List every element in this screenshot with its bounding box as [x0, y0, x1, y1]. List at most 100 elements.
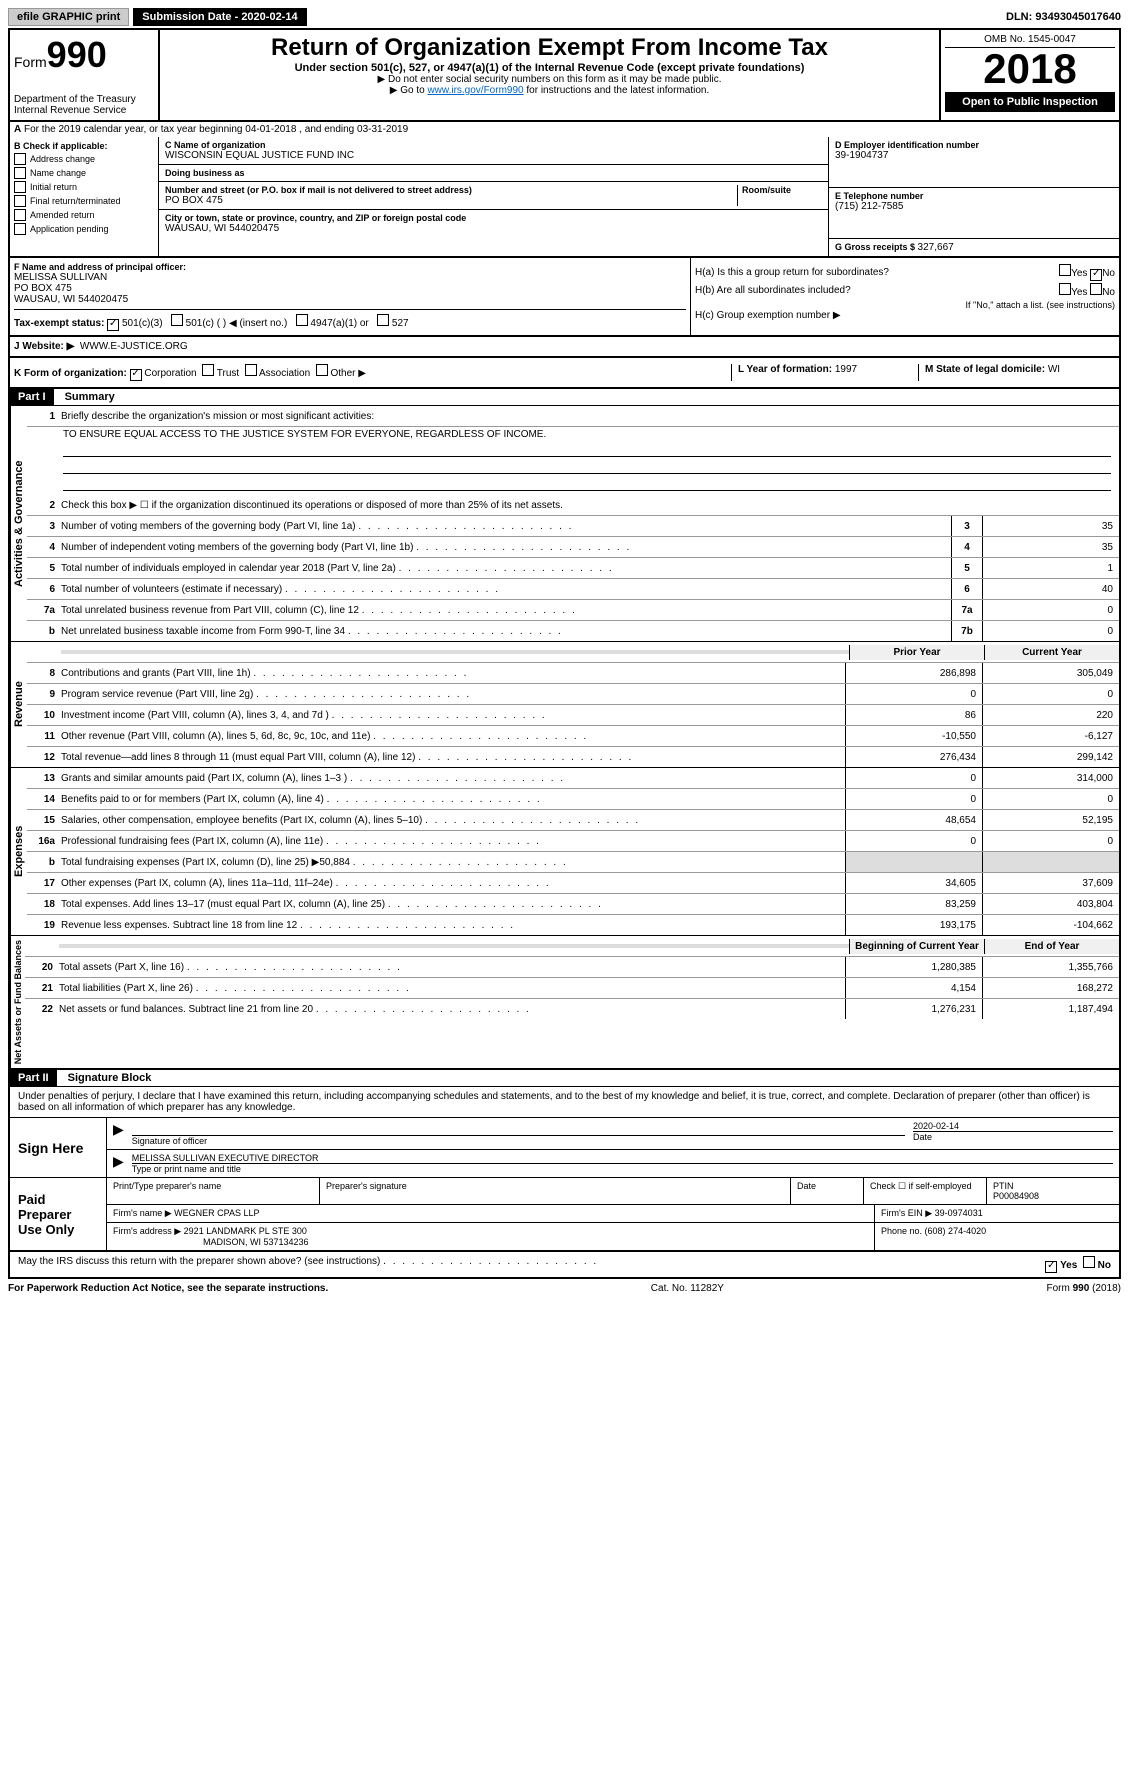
line-12-current: 299,142 [982, 747, 1119, 767]
instruction-2-pre: ▶ Go to [390, 85, 428, 96]
line-22-current: 1,187,494 [982, 999, 1119, 1019]
hb-yes-checkbox[interactable] [1059, 283, 1071, 295]
ha-yes-checkbox[interactable] [1059, 264, 1071, 276]
sig-disclaimer: Under penalties of perjury, I declare th… [10, 1087, 1119, 1118]
ha-no-checkbox[interactable] [1090, 269, 1102, 281]
trust-checkbox[interactable] [202, 364, 214, 376]
b-checkbox[interactable] [14, 209, 26, 221]
section-b: B Check if applicable: Address changeNam… [10, 137, 159, 256]
footer-right: Form 990 (2018) [1047, 1283, 1121, 1294]
line-20-current: 1,355,766 [982, 957, 1119, 977]
ptin: P00084908 [993, 1191, 1039, 1201]
form-subtitle: Under section 501(c), 527, or 4947(a)(1)… [168, 62, 931, 74]
firm-phone: (608) 274-4020 [925, 1226, 987, 1236]
part2-title: Signature Block [60, 1070, 160, 1086]
form-number: 990 [47, 34, 107, 75]
line-12-prior: 276,434 [845, 747, 982, 767]
line-6-value: 40 [982, 579, 1119, 599]
telephone: (715) 212-7585 [835, 201, 1113, 212]
sig-date: 2020-02-14 [913, 1121, 1113, 1131]
b-checkbox[interactable] [14, 223, 26, 235]
street-address: PO BOX 475 [165, 195, 737, 206]
line-b-current [982, 852, 1119, 872]
line-11-prior: -10,550 [845, 726, 982, 746]
section-c: C Name of organizationWISCONSIN EQUAL JU… [159, 137, 829, 256]
line-b-prior [845, 852, 982, 872]
firm-addr1: 2921 LANDMARK PL STE 300 [184, 1226, 307, 1236]
assoc-checkbox[interactable] [245, 364, 257, 376]
discuss-no-checkbox[interactable] [1083, 1256, 1095, 1268]
efile-button[interactable]: efile GRAPHIC print [8, 8, 129, 26]
501c-checkbox[interactable] [171, 314, 183, 326]
corp-checkbox[interactable] [130, 369, 142, 381]
line-20-prior: 1,280,385 [845, 957, 982, 977]
website: WWW.E-JUSTICE.ORG [80, 341, 188, 352]
line-17-current: 37,609 [982, 873, 1119, 893]
part1-title: Summary [57, 389, 123, 405]
dept-irs: Internal Revenue Service [14, 105, 154, 116]
line-22-prior: 1,276,231 [845, 999, 982, 1019]
4947-checkbox[interactable] [296, 314, 308, 326]
dln-text: DLN: 93493045017640 [1006, 11, 1121, 23]
instruction-2-post: for instructions and the latest informat… [524, 85, 710, 96]
officer-addr2: WAUSAU, WI 544020475 [14, 294, 686, 305]
line-8-current: 305,049 [982, 663, 1119, 683]
prior-year-header: Prior Year [849, 645, 984, 660]
form-header: Form990 Department of the Treasury Inter… [8, 28, 1121, 122]
line-7b-value: 0 [982, 621, 1119, 641]
form-label: Form [14, 54, 47, 70]
hb-no-checkbox[interactable] [1090, 283, 1102, 295]
ein: 39-1904737 [835, 150, 1113, 161]
b-checkbox[interactable] [14, 167, 26, 179]
line-16a-prior: 0 [845, 831, 982, 851]
line-14-current: 0 [982, 789, 1119, 809]
line-13-current: 314,000 [982, 768, 1119, 788]
discuss-yes-checkbox[interactable] [1045, 1261, 1057, 1273]
part2-header: Part II [10, 1070, 57, 1086]
rev-label: Revenue [10, 642, 27, 767]
line-17-prior: 34,605 [845, 873, 982, 893]
line-11-current: -6,127 [982, 726, 1119, 746]
section-f: F Name and address of principal officer:… [10, 258, 691, 335]
firm-ein: 39-0974031 [935, 1208, 983, 1218]
org-name: WISCONSIN EQUAL JUSTICE FUND INC [165, 150, 822, 161]
year-formation: 1997 [835, 364, 857, 375]
instruction-1: ▶ Do not enter social security numbers o… [168, 74, 931, 85]
527-checkbox[interactable] [377, 314, 389, 326]
footer-center: Cat. No. 11282Y [651, 1283, 724, 1294]
firm-addr2: MADISON, WI 537134236 [113, 1237, 309, 1247]
gross-receipts: 327,667 [918, 242, 954, 253]
b-checkbox[interactable] [14, 195, 26, 207]
begin-year-header: Beginning of Current Year [849, 939, 984, 954]
b-checkbox[interactable] [14, 153, 26, 165]
line-15-current: 52,195 [982, 810, 1119, 830]
line-10-prior: 86 [845, 705, 982, 725]
section-h: H(a) Is this a group return for subordin… [691, 258, 1119, 335]
line-21-current: 168,272 [982, 978, 1119, 998]
firm-name: WEGNER CPAS LLP [174, 1208, 259, 1218]
line-18-prior: 83,259 [845, 894, 982, 914]
line-16a-current: 0 [982, 831, 1119, 851]
officer-name: MELISSA SULLIVAN [14, 272, 686, 283]
line-10-current: 220 [982, 705, 1119, 725]
other-checkbox[interactable] [316, 364, 328, 376]
current-year-header: Current Year [984, 645, 1119, 660]
mission-text: TO ENSURE EQUAL ACCESS TO THE JUSTICE SY… [63, 429, 546, 440]
501c3-checkbox[interactable] [107, 319, 119, 331]
sign-here-label: Sign Here [10, 1118, 107, 1177]
line-13-prior: 0 [845, 768, 982, 788]
open-public-badge: Open to Public Inspection [945, 92, 1115, 112]
line-21-prior: 4,154 [845, 978, 982, 998]
city-state-zip: WAUSAU, WI 544020475 [165, 223, 822, 234]
net-label: Net Assets or Fund Balances [10, 936, 25, 1068]
line-9-prior: 0 [845, 684, 982, 704]
submission-date-button[interactable]: Submission Date - 2020-02-14 [133, 8, 306, 26]
line-7a-value: 0 [982, 600, 1119, 620]
b-checkbox[interactable] [14, 181, 26, 193]
line-4-value: 35 [982, 537, 1119, 557]
line-19-current: -104,662 [982, 915, 1119, 935]
top-bar: efile GRAPHIC print Submission Date - 20… [8, 8, 1121, 26]
part1-header: Part I [10, 389, 54, 405]
irs-link[interactable]: www.irs.gov/Form990 [427, 85, 523, 96]
gov-label: Activities & Governance [10, 406, 27, 641]
